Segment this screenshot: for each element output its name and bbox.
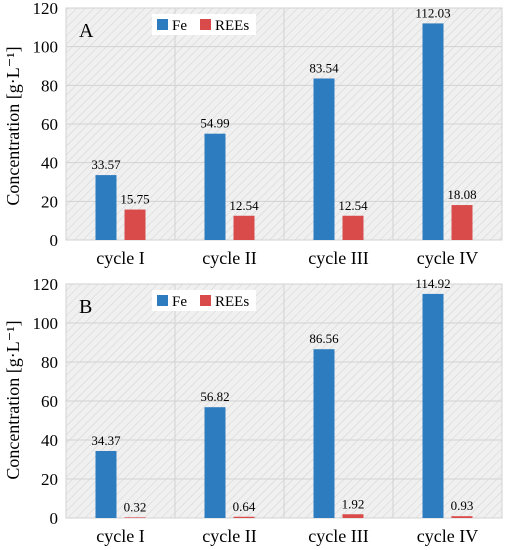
- bar-rees-1: [124, 517, 146, 518]
- y-tick-label: 60: [41, 392, 58, 411]
- y-tick-label: 80: [41, 76, 58, 95]
- data-label: 0.32: [124, 499, 147, 514]
- bar-rees-3: [342, 215, 364, 240]
- y-tick-label: 0: [50, 509, 59, 528]
- data-label: 0.93: [451, 498, 474, 513]
- data-label: 12.54: [229, 198, 259, 213]
- category-label: cycle II: [202, 248, 256, 268]
- legend-label: REEs: [215, 18, 249, 34]
- y-tick-label: 120: [33, 0, 59, 18]
- bar-fe-4: [422, 23, 444, 241]
- category-label: cycle IV: [417, 526, 478, 546]
- bar-rees-4: [451, 516, 473, 518]
- plot-border: [65, 283, 503, 519]
- category-label: cycle I: [96, 526, 144, 546]
- panel-label: B: [79, 296, 92, 318]
- data-label: 0.64: [233, 499, 256, 514]
- y-axis-title: Concentration [g·L⁻¹]: [3, 46, 23, 205]
- plot-border: [65, 7, 503, 241]
- y-axis-title: Concentration [g·L⁻¹]: [3, 320, 23, 479]
- data-label: 15.75: [120, 192, 149, 207]
- category-label: cycle III: [308, 526, 368, 546]
- bar-rees-1: [124, 209, 146, 240]
- data-label: 114.92: [415, 276, 450, 291]
- bar-rees-3: [342, 514, 364, 518]
- y-tick-label: 100: [33, 314, 59, 333]
- legend: Fe REEs: [152, 14, 256, 35]
- category-label: cycle III: [308, 248, 368, 268]
- data-label: 54.99: [200, 116, 229, 131]
- data-label: 33.57: [91, 157, 121, 172]
- data-label: 34.37: [91, 433, 121, 448]
- legend-label: REEs: [215, 294, 249, 310]
- bar-fe-1: [95, 175, 117, 240]
- y-tick-label: 40: [41, 431, 58, 450]
- y-tick-label: 80: [41, 353, 58, 372]
- category-label: cycle I: [96, 248, 144, 268]
- bar-fe-2: [204, 407, 226, 518]
- y-tick-label: 20: [41, 192, 58, 211]
- legend-swatch-fe: [157, 19, 168, 30]
- data-label: 86.56: [309, 331, 339, 346]
- panel-label: A: [79, 20, 94, 42]
- bar-rees-2: [233, 215, 255, 240]
- y-tick-label: 60: [41, 115, 58, 134]
- bar-fe-3: [313, 349, 335, 518]
- legend-swatch-rees: [200, 295, 211, 306]
- bar-fe-4: [422, 293, 444, 518]
- legend: Fe REEs: [152, 290, 256, 311]
- bar-fe-2: [204, 133, 226, 240]
- bar-rees-4: [451, 205, 473, 240]
- bar-rees-2: [233, 516, 255, 518]
- chart-panel-B: 0 20 40 60 80 100 120 34.37 56.82 86.56 114.92 0.32…: [3, 275, 503, 546]
- y-tick-label: 20: [41, 470, 58, 489]
- category-label: cycle IV: [417, 248, 478, 268]
- data-label: 112.03: [415, 5, 450, 20]
- y-tick-label: 0: [50, 231, 59, 250]
- y-tick-label: 100: [33, 38, 59, 57]
- legend-swatch-fe: [157, 295, 168, 306]
- data-label: 56.82: [200, 389, 229, 404]
- legend-label: Fe: [172, 18, 187, 34]
- legend-swatch-rees: [200, 19, 211, 30]
- data-label: 18.08: [447, 187, 476, 202]
- legend-label: Fe: [172, 294, 187, 310]
- data-label: 83.54: [309, 60, 339, 75]
- y-tick-label: 120: [33, 275, 59, 294]
- chart-panel-A: 0 20 40 60 80 100 120 33.57 54.99 83.54 112.03 15.7…: [3, 0, 503, 268]
- bar-fe-3: [313, 78, 335, 240]
- bar-fe-1: [95, 450, 117, 518]
- data-label: 1.92: [342, 496, 365, 511]
- category-label: cycle II: [202, 526, 256, 546]
- data-label: 12.54: [338, 198, 368, 213]
- y-tick-label: 40: [41, 154, 58, 173]
